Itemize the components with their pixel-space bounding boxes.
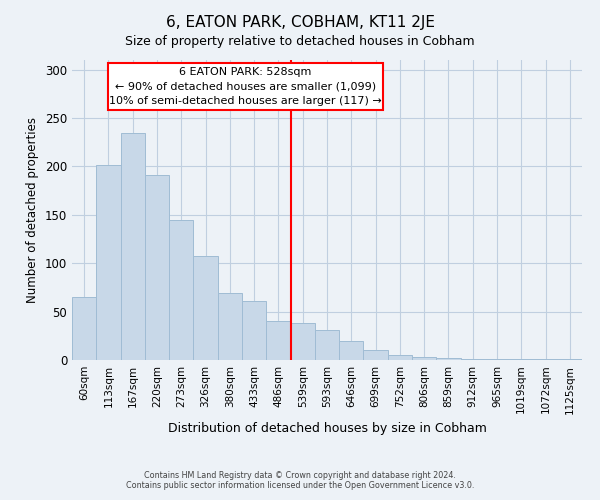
Bar [339, 340, 364, 360]
Bar [121, 132, 145, 360]
Text: Contains HM Land Registry data © Crown copyright and database right 2024.
Contai: Contains HM Land Registry data © Crown c… [126, 470, 474, 490]
Bar [436, 358, 461, 360]
Bar [193, 256, 218, 360]
Bar [364, 350, 388, 360]
FancyBboxPatch shape [109, 63, 383, 110]
Bar [72, 297, 96, 360]
Text: ← 90% of detached houses are smaller (1,099): ← 90% of detached houses are smaller (1,… [115, 81, 376, 91]
Bar [388, 355, 412, 360]
Bar [242, 301, 266, 360]
Bar [218, 293, 242, 360]
Bar [461, 359, 485, 360]
Text: 10% of semi-detached houses are larger (117) →: 10% of semi-detached houses are larger (… [109, 96, 382, 106]
Bar [290, 323, 315, 360]
Bar [412, 357, 436, 360]
Bar [558, 359, 582, 360]
Text: 6 EATON PARK: 528sqm: 6 EATON PARK: 528sqm [179, 66, 312, 76]
X-axis label: Distribution of detached houses by size in Cobham: Distribution of detached houses by size … [167, 422, 487, 435]
Bar [266, 322, 290, 360]
Bar [533, 359, 558, 360]
Bar [96, 164, 121, 360]
Text: Size of property relative to detached houses in Cobham: Size of property relative to detached ho… [125, 35, 475, 48]
Y-axis label: Number of detached properties: Number of detached properties [26, 117, 40, 303]
Bar [315, 330, 339, 360]
Text: 6, EATON PARK, COBHAM, KT11 2JE: 6, EATON PARK, COBHAM, KT11 2JE [166, 15, 434, 30]
Bar [485, 359, 509, 360]
Bar [145, 175, 169, 360]
Bar [509, 359, 533, 360]
Bar [169, 220, 193, 360]
